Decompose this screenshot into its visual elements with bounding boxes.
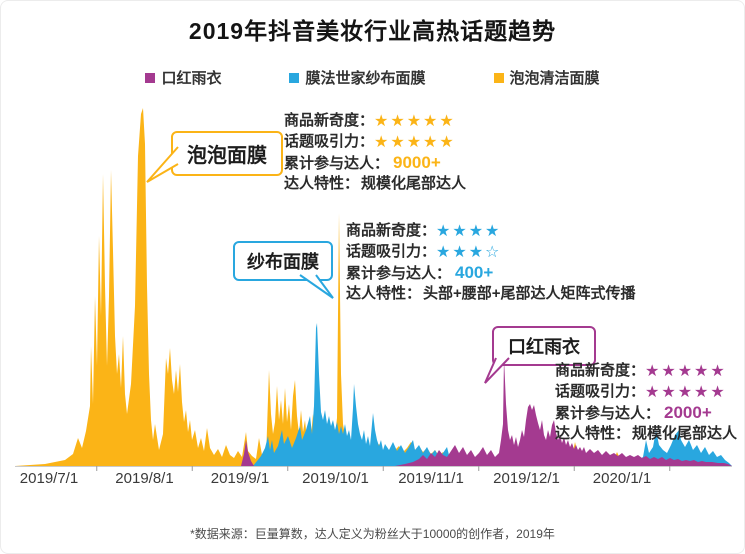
stat-row: 达人特性： 规模化尾部达人: [284, 173, 466, 194]
stat-label: 达人特性：: [555, 425, 631, 442]
stat-row: 话题吸引力：★★★★★: [284, 131, 466, 152]
stat-label: 累计参与达人：: [555, 405, 661, 422]
legend-item-0: 口红雨衣: [145, 67, 221, 88]
star-rating: ★★★★★: [645, 363, 727, 380]
stat-value: 400+: [455, 263, 494, 282]
stat-text: 规模化尾部达人: [361, 175, 467, 192]
x-axis-label: 2019/10/1: [302, 470, 369, 487]
star-rating: ★★★★: [436, 223, 502, 240]
stat-text: 头部+腰部+尾部达人矩阵式传播: [423, 285, 636, 302]
stat-value: 9000+: [393, 153, 441, 172]
area-series-泡泡清洁面膜: [15, 108, 732, 466]
stat-label: 商品新奇度：: [555, 362, 646, 379]
stat-label: 达人特性：: [346, 285, 422, 302]
stat-label: 累计参与达人：: [284, 155, 390, 172]
stat-row: 达人特性： 头部+腰部+尾部达人矩阵式传播: [346, 283, 636, 304]
legend-item-2: 泡泡清洁面膜: [493, 67, 600, 88]
callout-tail-shabu: [299, 274, 334, 299]
callout-bubble-kouhong: 口红雨衣: [492, 326, 596, 366]
callout-bubble-paopao: 泡泡面膜: [171, 131, 283, 176]
data-source-note: *数据来源：巨量算数，达人定义为粉丝大于10000的创作者，2019年: [190, 527, 555, 541]
x-axis-label: 2019/9/1: [210, 470, 270, 487]
page-title: 2019年抖音美妆行业高热话题趋势: [188, 18, 557, 44]
callout-tail-kouhong: [484, 357, 510, 384]
area-series-膜法世家纱布面膜: [253, 323, 732, 466]
callout-tail-paopao: [146, 146, 179, 183]
stat-value: 2000+: [664, 403, 712, 422]
stat-label: 商品新奇度：: [346, 222, 437, 239]
callout-bubble-shabu: 纱布面膜: [233, 241, 333, 281]
callout-stats-kouhong: 商品新奇度：★★★★★ 话题吸引力：★★★★★ 累计参与达人： 2000+ 达人特性：规…: [555, 360, 737, 444]
stat-label: 累计参与达人：: [346, 265, 452, 282]
stat-row: 累计参与达人： 400+: [346, 262, 636, 283]
star-rating: ★★★★★: [645, 384, 727, 401]
stat-label: 话题吸引力：: [555, 383, 646, 400]
legend-swatch-icon: [493, 72, 504, 83]
stat-row: 话题吸引力：★★★☆: [346, 241, 636, 262]
x-axis-label: 2019/7/1: [19, 470, 79, 487]
x-axis-label: 2019/11/1: [398, 470, 464, 487]
callout-stats-paopao: 商品新奇度：★★★★★ 话题吸引力：★★★★★ 累计参与达人： 9000+ 达人特性：规…: [284, 110, 466, 194]
x-axis-label: 2019/8/1: [115, 470, 174, 487]
stat-row: 话题吸引力：★★★★★: [555, 381, 737, 402]
stat-label: 话题吸引力：: [346, 243, 437, 260]
stat-row: 商品新奇度：★★★★★: [284, 110, 466, 131]
stat-row: 商品新奇度：★★★★: [346, 220, 636, 241]
legend-item-1: 膜法世家纱布面膜: [289, 67, 426, 88]
stat-row: 累计参与达人： 2000+: [555, 402, 737, 423]
stat-label: 商品新奇度：: [284, 112, 375, 129]
stat-label: 达人特性：: [284, 175, 360, 192]
legend-label: 口红雨衣: [161, 70, 222, 87]
star-rating: ★★★★★: [374, 134, 456, 151]
star-rating: ★★★★★: [374, 113, 456, 130]
stat-label: 话题吸引力：: [284, 133, 375, 150]
legend-swatch-icon: [145, 72, 156, 83]
x-axis-label: 2019/12/1: [493, 470, 560, 487]
legend-swatch-icon: [289, 72, 300, 83]
legend-label: 泡泡清洁面膜: [509, 70, 600, 87]
star-rating: ★★★☆: [436, 244, 502, 261]
legend-label: 膜法世家纱布面膜: [305, 70, 426, 87]
stat-text: 规模化尾部达人: [632, 425, 738, 442]
stat-row: 商品新奇度：★★★★★: [555, 360, 737, 381]
callout-stats-shabu: 商品新奇度：★★★★ 话题吸引力：★★★☆ 累计参与达人： 400+ 达人特性： 头部+腰…: [346, 220, 636, 304]
stat-row: 累计参与达人： 9000+: [284, 152, 466, 173]
x-axis-label: 2020/1/1: [592, 470, 652, 487]
stat-row: 达人特性： 规模化尾部达人: [555, 423, 737, 444]
legend: 口红雨衣 膜法世家纱布面膜 泡泡清洁面膜: [1, 67, 744, 88]
